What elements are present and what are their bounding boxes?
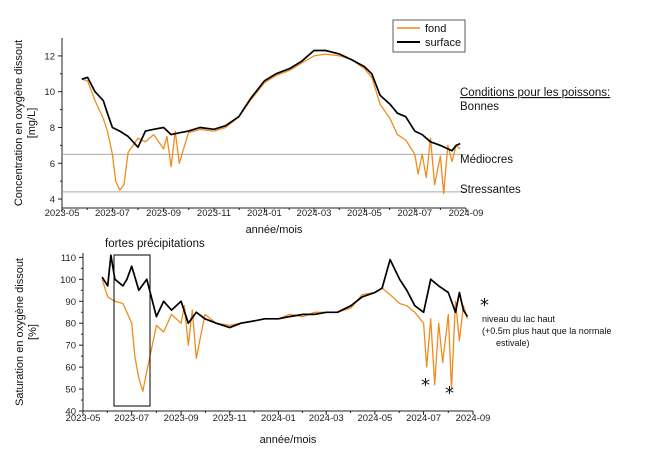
legend-box <box>392 19 466 53</box>
y-tick-label: 8 <box>50 123 55 134</box>
y-tick-label: 110 <box>61 253 76 264</box>
condition-good: Bonnes <box>460 101 499 113</box>
x-tick-label: 2023-05 <box>45 208 80 219</box>
y-tick-label: 70 <box>65 341 76 352</box>
y-tick-label: 80 <box>65 319 76 330</box>
series-line-surface <box>81 49 461 152</box>
y-axis-unit-label: [mg/L] <box>26 108 38 139</box>
x-axis-label: année/mois <box>260 434 317 446</box>
y-tick-label: 60 <box>65 363 76 374</box>
heavy-rain-label: fortes précipitations <box>105 238 205 250</box>
y-tick-label: 4 <box>50 195 55 206</box>
star-marker-august: * <box>445 383 454 404</box>
x-tick-label: 2024-09 <box>456 413 491 424</box>
condition-mediocre: Médiocres <box>460 154 513 166</box>
x-tick-label: 2023-09 <box>146 208 181 219</box>
x-tick-label: 2023-11 <box>197 208 231 219</box>
x-tick-label: 2023-07 <box>114 413 149 424</box>
x-tick-label: 2024-05 <box>347 208 382 219</box>
x-tick-label: 2024-05 <box>357 413 392 424</box>
y-tick-label: 6 <box>50 159 55 170</box>
legend: fond surface <box>392 19 466 53</box>
series-line-fond <box>81 53 461 195</box>
x-tick-label: 2023-09 <box>164 413 199 424</box>
y-tick-label: 100 <box>60 275 76 286</box>
y-axis-label: Concentration en oxygène dissout <box>13 40 25 206</box>
y-axis-unit-label: [%] <box>27 324 39 340</box>
star-marker-july: * <box>421 375 430 396</box>
x-tick-label: 2023-11 <box>213 413 247 424</box>
condition-stress: Stressantes <box>460 184 521 196</box>
y-tick-label: 90 <box>65 297 76 308</box>
x-tick-label: 2023-07 <box>95 208 130 219</box>
conditions-title: Conditions pour les poissons: <box>460 87 610 99</box>
y-tick-label: 40 <box>65 407 76 418</box>
y-axis-label: Saturation en oxygène dissout <box>14 258 26 406</box>
legend-label-surface: surface <box>425 37 461 49</box>
high-lake-star: * <box>480 295 489 316</box>
legend-label-fond: fond <box>425 23 446 35</box>
heavy-rain-box <box>113 254 151 407</box>
x-tick-label: 2024-01 <box>247 208 282 219</box>
saturation-panel: 40 50 60 70 80 90 100 110 2023-05 2023-07 2023-09 2… <box>14 253 490 446</box>
x-tick-label: 2024-03 <box>309 413 344 424</box>
series-line-surface <box>101 254 469 329</box>
y-tick-label: 12 <box>44 51 55 62</box>
x-tick-label: 2024-03 <box>297 208 332 219</box>
x-tick-label: 2023-05 <box>66 413 101 424</box>
concentration-panel: 4 6 8 10 12 2023-05 2023-07 2023-09 2023-11 2024-… <box>13 38 483 236</box>
high-lake-line3: estivale) <box>496 338 530 348</box>
high-lake-line1: niveau du lac haut <box>482 314 556 324</box>
x-tick-label: 2024-07 <box>406 413 441 424</box>
x-axis-label: année/mois <box>246 224 303 236</box>
high-lake-line2: (+0.5m plus haut que la normale <box>482 326 611 336</box>
series-line-fond <box>101 279 469 392</box>
x-tick-label: 2024-07 <box>397 208 432 219</box>
x-tick-label: 2024-09 <box>449 208 484 219</box>
x-tick-label: 2024-01 <box>261 413 296 424</box>
y-tick-label: 50 <box>65 385 76 396</box>
y-tick-label: 10 <box>44 87 55 98</box>
